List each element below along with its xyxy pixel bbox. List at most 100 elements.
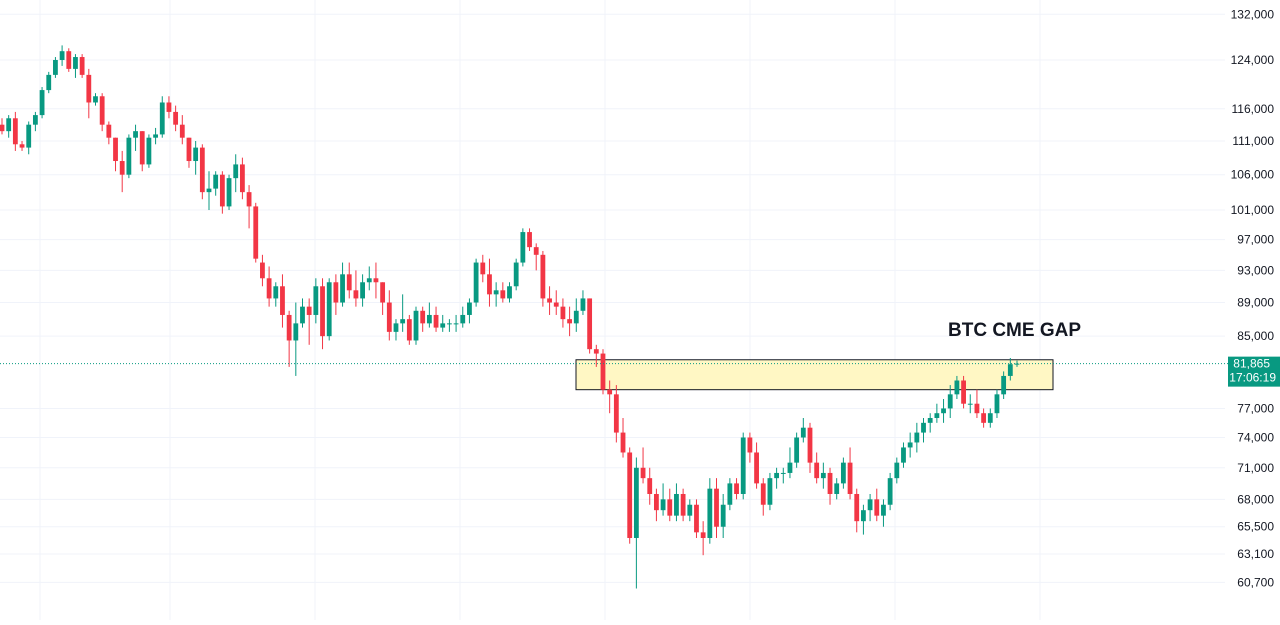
candle-down[interactable] bbox=[961, 375, 966, 409]
candle-up[interactable] bbox=[881, 499, 886, 527]
candle-down[interactable] bbox=[253, 202, 259, 263]
candle-down[interactable] bbox=[607, 380, 613, 414]
candle-up[interactable] bbox=[934, 403, 940, 423]
candle-up[interactable] bbox=[53, 57, 58, 78]
candle-down[interactable] bbox=[613, 385, 619, 443]
candle-down[interactable] bbox=[587, 298, 593, 354]
candle-down[interactable] bbox=[827, 467, 833, 505]
candle-up[interactable] bbox=[26, 121, 32, 155]
candle-down[interactable] bbox=[847, 447, 853, 500]
candle-up[interactable] bbox=[233, 154, 239, 193]
candle-up[interactable] bbox=[580, 290, 586, 315]
candle-up[interactable] bbox=[213, 171, 219, 196]
candle-up[interactable] bbox=[313, 278, 319, 324]
candle-up[interactable] bbox=[800, 418, 806, 443]
candle-down[interactable] bbox=[239, 157, 245, 200]
candle-up[interactable] bbox=[413, 306, 419, 345]
candle-up[interactable] bbox=[513, 258, 519, 291]
candle-up[interactable] bbox=[840, 457, 846, 489]
candle-up[interactable] bbox=[914, 422, 920, 453]
candle-up[interactable] bbox=[159, 96, 165, 138]
candle-down[interactable] bbox=[553, 290, 559, 315]
candle-down[interactable] bbox=[99, 93, 105, 132]
cme-gap-zone[interactable] bbox=[575, 359, 1054, 391]
candle-up[interactable] bbox=[73, 54, 78, 78]
candle-up[interactable] bbox=[340, 262, 345, 307]
candle-down[interactable] bbox=[487, 258, 492, 307]
candle-down[interactable] bbox=[540, 250, 546, 307]
candle-up[interactable] bbox=[39, 87, 45, 119]
candle-down[interactable] bbox=[406, 314, 412, 345]
candle-up[interactable] bbox=[146, 134, 152, 168]
candle-up[interactable] bbox=[780, 467, 786, 484]
candle-down[interactable] bbox=[654, 488, 659, 522]
price-axis[interactable]: 132,000 124,000 116,000 111,000 106,000 101,0… bbox=[1228, 7, 1280, 589]
candle-down[interactable] bbox=[113, 137, 118, 172]
candle-down[interactable] bbox=[166, 96, 172, 119]
candle-up[interactable] bbox=[867, 493, 873, 522]
candle-down[interactable] bbox=[173, 105, 179, 132]
candle-down[interactable] bbox=[547, 286, 552, 315]
candle-down[interactable] bbox=[106, 121, 112, 145]
candle-up[interactable] bbox=[834, 478, 840, 500]
candle-up[interactable] bbox=[226, 174, 232, 211]
candle-up[interactable] bbox=[1007, 357, 1013, 381]
candle-down[interactable] bbox=[533, 243, 539, 271]
candle-down[interactable] bbox=[286, 310, 292, 367]
candle-up[interactable] bbox=[987, 408, 993, 428]
candle-up[interactable] bbox=[93, 93, 98, 106]
candle-down[interactable] bbox=[86, 68, 92, 119]
candle-down[interactable] bbox=[433, 306, 439, 332]
candle-up[interactable] bbox=[720, 493, 726, 538]
candle-up[interactable] bbox=[947, 385, 953, 419]
candle-up[interactable] bbox=[153, 127, 158, 145]
candle-down[interactable] bbox=[246, 185, 252, 229]
candle-up[interactable] bbox=[293, 302, 299, 376]
candle-up[interactable] bbox=[727, 478, 733, 511]
candle-up[interactable] bbox=[954, 375, 960, 400]
candle-down[interactable] bbox=[219, 171, 225, 214]
candle-up[interactable] bbox=[707, 478, 713, 544]
candle-up[interactable] bbox=[460, 306, 466, 328]
candle-up[interactable] bbox=[894, 457, 900, 484]
candle-down[interactable] bbox=[266, 266, 272, 307]
candle-down[interactable] bbox=[567, 306, 573, 337]
candle-down[interactable] bbox=[19, 140, 25, 151]
candle-up[interactable] bbox=[6, 115, 12, 138]
candle-down[interactable] bbox=[346, 262, 352, 299]
candle-up[interactable] bbox=[273, 282, 279, 307]
candle-up[interactable] bbox=[927, 413, 933, 433]
candle-down[interactable] bbox=[680, 488, 686, 522]
candle-down[interactable] bbox=[280, 274, 285, 328]
candle-up[interactable] bbox=[687, 499, 693, 522]
candle-down[interactable] bbox=[854, 488, 860, 533]
candle-up[interactable] bbox=[674, 483, 679, 522]
candle-up[interactable] bbox=[921, 418, 926, 443]
candle-down[interactable] bbox=[560, 298, 566, 328]
candle-down[interactable] bbox=[0, 118, 5, 135]
candle-up[interactable] bbox=[133, 124, 138, 151]
candle-up[interactable] bbox=[453, 314, 459, 332]
candle-down[interactable] bbox=[620, 418, 626, 458]
candle-up[interactable] bbox=[366, 266, 372, 291]
candle-down[interactable] bbox=[647, 467, 653, 505]
candle-up[interactable] bbox=[126, 134, 132, 179]
candle-up[interactable] bbox=[820, 462, 826, 489]
candle-up[interactable] bbox=[393, 319, 399, 341]
candle-up[interactable] bbox=[446, 319, 452, 332]
candle-up[interactable] bbox=[193, 140, 199, 175]
candle-down[interactable] bbox=[333, 274, 339, 315]
candle-down[interactable] bbox=[974, 389, 980, 419]
candle-up[interactable] bbox=[300, 298, 305, 328]
candle-up[interactable] bbox=[467, 298, 472, 324]
candle-down[interactable] bbox=[627, 447, 633, 544]
candle-up[interactable] bbox=[493, 282, 499, 307]
candle-down[interactable] bbox=[667, 488, 673, 522]
candle-down[interactable] bbox=[747, 432, 753, 463]
candle-down[interactable] bbox=[12, 111, 18, 151]
candle-up[interactable] bbox=[32, 111, 38, 132]
candle-up[interactable] bbox=[861, 504, 866, 535]
candle-up[interactable] bbox=[633, 457, 639, 589]
candle-down[interactable] bbox=[527, 228, 532, 251]
